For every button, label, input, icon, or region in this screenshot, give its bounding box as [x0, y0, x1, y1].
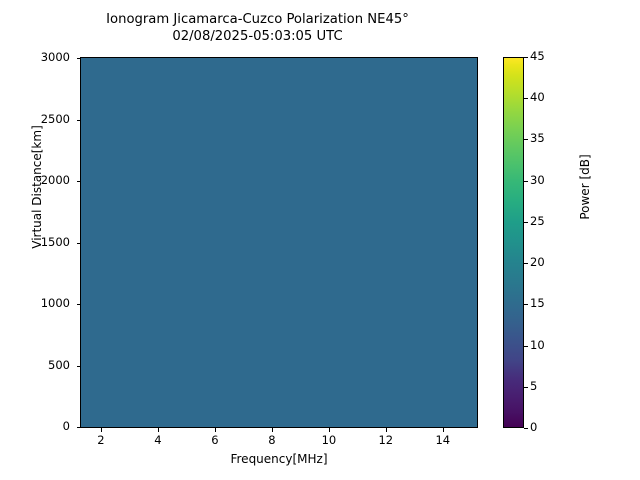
x-tick-label: 4	[154, 433, 162, 447]
ionogram-heatmap-canvas	[81, 58, 477, 427]
colorbar-tick-label: 30	[530, 172, 545, 187]
x-tick	[271, 428, 273, 432]
x-tick-label: 6	[211, 433, 219, 447]
colorbar-tick-label: 20	[530, 255, 545, 270]
colorbar-tick	[524, 139, 528, 141]
colorbar-tick-label: 35	[530, 131, 545, 146]
x-tick	[157, 428, 159, 432]
x-tick-label: 2	[97, 433, 105, 447]
colorbar	[503, 57, 524, 428]
x-tick-label: 12	[378, 433, 394, 447]
colorbar-tick-label: 25	[530, 213, 545, 228]
colorbar-tick-label: 10	[530, 337, 545, 352]
colorbar-tick-label: 15	[530, 296, 545, 311]
x-tick	[385, 428, 387, 432]
y-tick	[76, 58, 80, 59]
colorbar-tick	[524, 221, 528, 223]
colorbar-tick	[524, 345, 528, 347]
colorbar-tick	[524, 263, 528, 265]
x-tick	[442, 428, 444, 432]
colorbar-tick	[524, 57, 528, 58]
y-tick-label: 2500	[40, 111, 70, 126]
y-tick-label: 500	[48, 357, 70, 372]
y-tick-label: 1500	[40, 234, 70, 249]
y-tick	[76, 119, 80, 121]
colorbar-title: Power [dB]	[578, 154, 592, 220]
ionogram-heatmap-axes	[80, 57, 478, 428]
colorbar-tick-label: 45	[530, 49, 545, 63]
y-tick-label: 3000	[40, 50, 70, 64]
y-tick	[76, 242, 80, 244]
colorbar-tick	[524, 98, 528, 100]
y-tick-label: 2000	[40, 173, 70, 187]
colorbar-tick-label: 5	[530, 378, 538, 393]
chart-title: Ionogram Jicamarca-Cuzco Polarization NE…	[106, 12, 409, 44]
colorbar-tick	[524, 180, 528, 182]
y-axis-title: Virtual Distance[km]	[30, 125, 44, 249]
x-axis-title: Frequency[MHz]	[230, 452, 328, 466]
x-tick	[328, 428, 330, 432]
y-tick	[76, 427, 80, 428]
x-tick	[100, 428, 102, 432]
y-tick-label: 0	[62, 419, 70, 433]
x-tick-label: 14	[435, 433, 451, 447]
y-tick	[76, 304, 80, 305]
x-tick-label: 10	[321, 433, 337, 447]
colorbar-tick-label: 0	[530, 420, 538, 434]
y-tick	[76, 181, 80, 182]
colorbar-tick-label: 40	[530, 90, 545, 105]
colorbar-tick	[524, 304, 528, 306]
x-tick	[214, 428, 216, 432]
colorbar-tick	[524, 428, 528, 429]
y-tick	[76, 365, 80, 367]
y-tick-label: 1000	[40, 296, 70, 310]
x-tick-label: 8	[268, 433, 276, 447]
colorbar-tick	[524, 386, 528, 388]
